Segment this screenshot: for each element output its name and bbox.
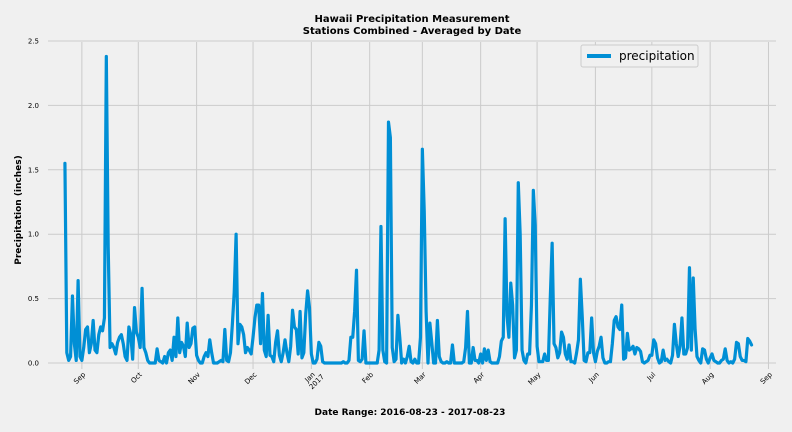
y-tick-label: 0.0 <box>28 360 39 368</box>
x-tick-label: May <box>527 371 543 387</box>
x-tick-label: Oct <box>129 371 143 385</box>
x-tick-label: Jul <box>645 371 657 383</box>
series-line-precipitation <box>63 54 754 365</box>
chart-title-line2: Stations Combined - Averaged by Date <box>303 26 522 37</box>
x-axis-label: Date Range: 2016-08-23 - 2017-08-23 <box>315 408 506 418</box>
x-tick-labels: Sep Oct Nov Dec Jan2017 Feb Mar Apr May Jun Jul Aug… <box>72 367 774 391</box>
plot-area <box>48 42 776 369</box>
x-tick-label: Mar <box>413 371 428 386</box>
x-tick-label: Sep <box>759 370 774 385</box>
chart-title-line1: Hawaii Precipitation Measurement <box>315 14 510 25</box>
x-tick-label: Aug <box>700 371 715 386</box>
x-tick-label: Dec <box>243 371 258 386</box>
y-axis-label: Precipitation (inches) <box>14 155 24 265</box>
x-tick-label: Apr <box>472 371 486 385</box>
x-tick-label: Nov <box>187 371 202 386</box>
y-tick-label: 1.0 <box>28 231 39 239</box>
legend-box <box>580 44 699 68</box>
y-tick-label: 2.5 <box>28 38 39 46</box>
y-tick-labels: 0.0 0.5 1.0 1.5 2.0 2.5 <box>28 38 39 368</box>
x-tick-label: Jan2017 <box>302 367 326 391</box>
legend: precipitation <box>580 44 699 68</box>
y-tick-label: 0.5 <box>28 295 39 303</box>
series-layer <box>63 54 754 365</box>
x-tick-label: Jun <box>587 371 601 385</box>
y-tick-label: 1.5 <box>28 166 39 174</box>
x-tick-label: Sep <box>72 370 87 385</box>
legend-label-precipitation: precipitation <box>619 49 695 63</box>
x-tick-label: Feb <box>361 370 376 385</box>
y-tick-label: 2.0 <box>28 102 39 110</box>
